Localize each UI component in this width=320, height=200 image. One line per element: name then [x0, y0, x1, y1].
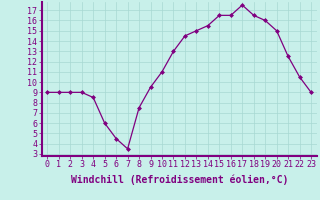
X-axis label: Windchill (Refroidissement éolien,°C): Windchill (Refroidissement éolien,°C) — [70, 175, 288, 185]
